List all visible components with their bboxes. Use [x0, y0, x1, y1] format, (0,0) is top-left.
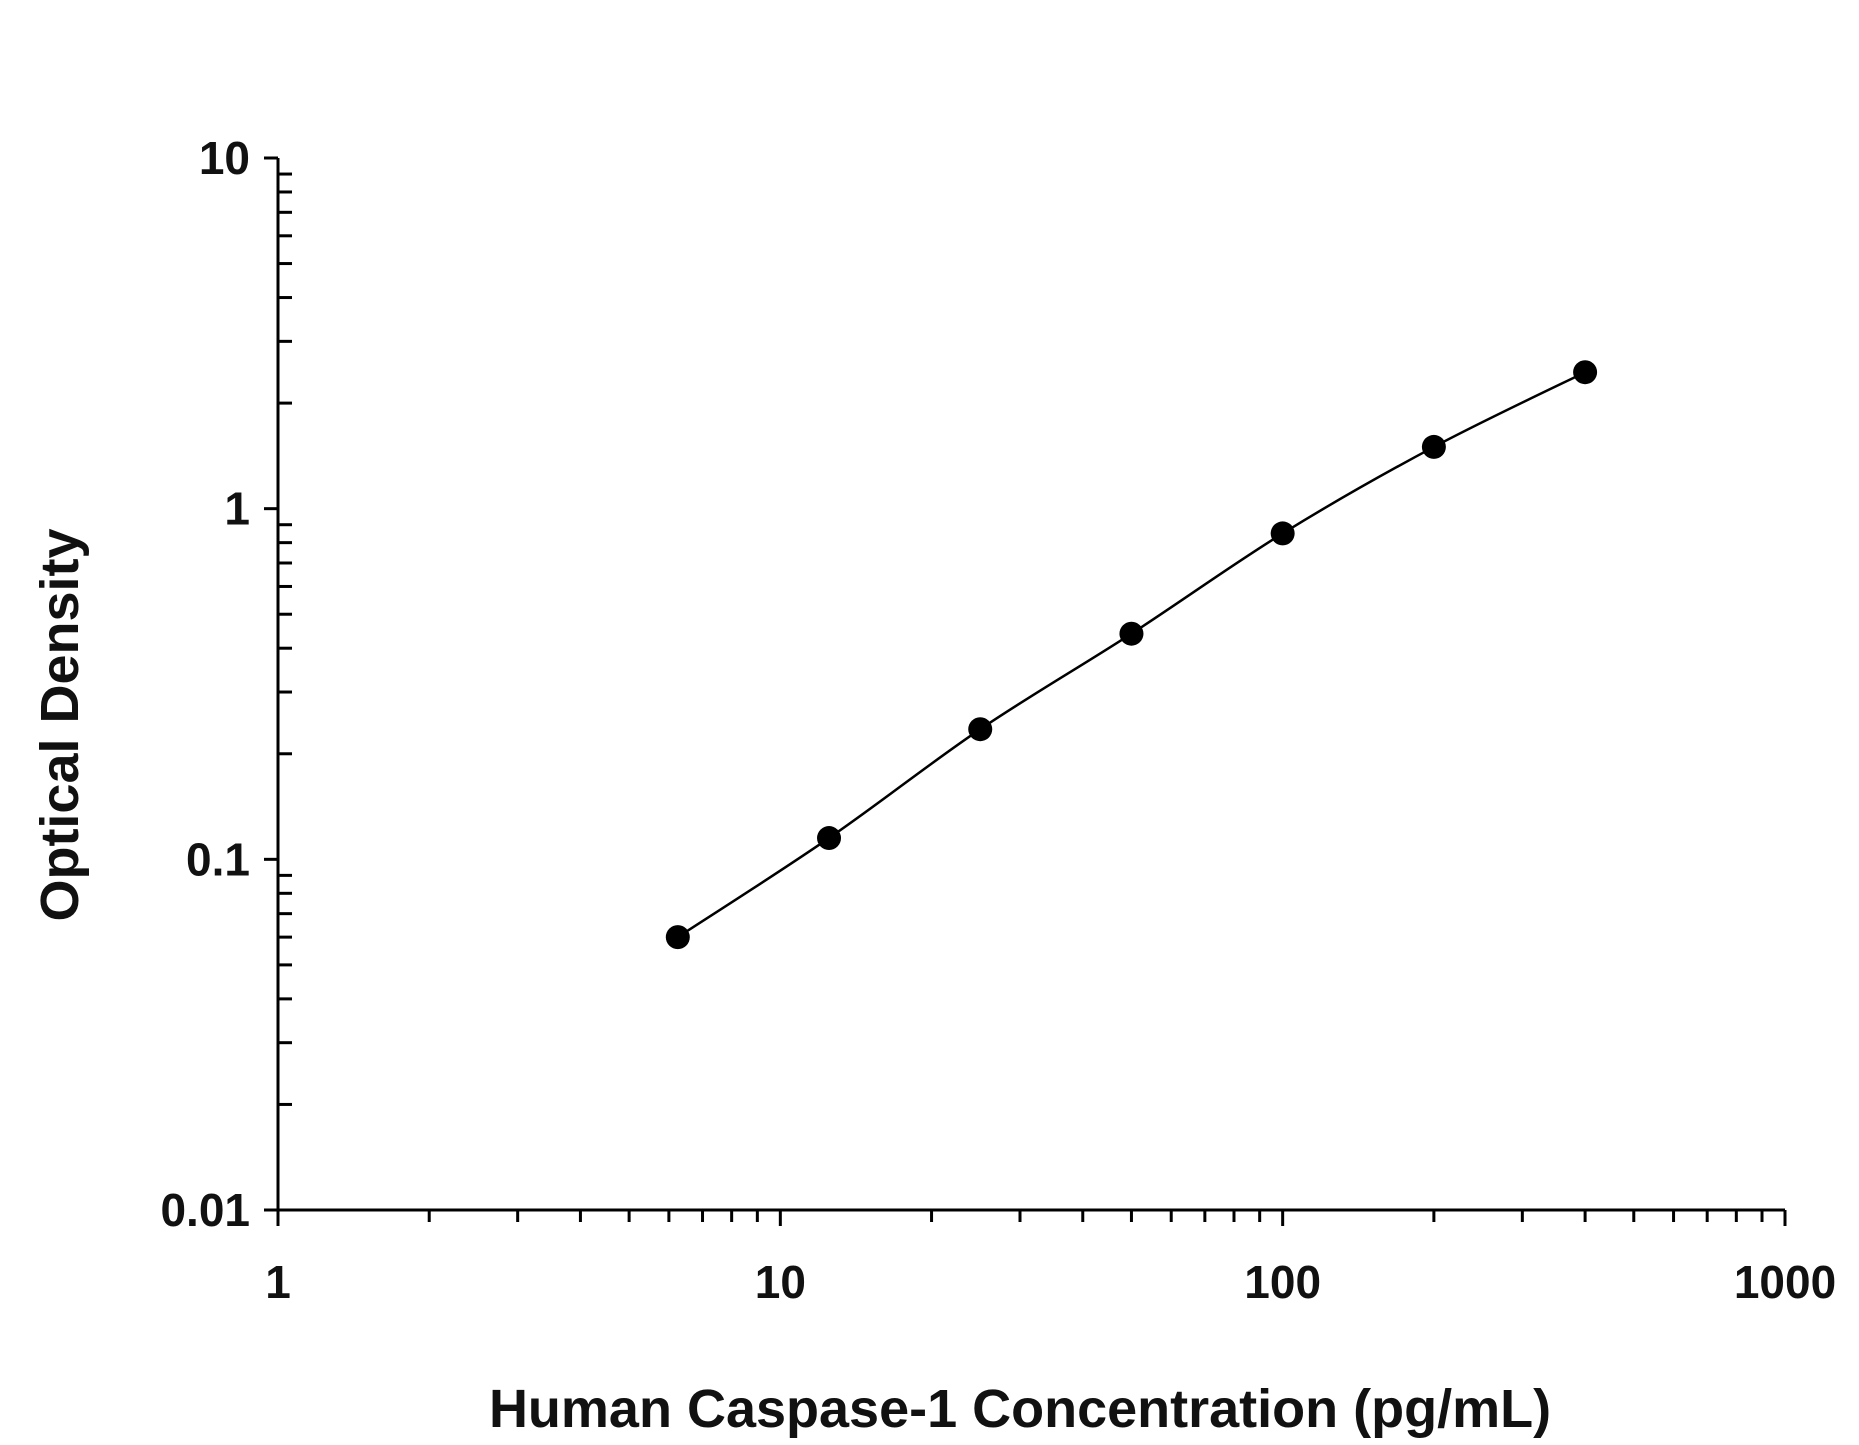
- y-tick-label: 0.1: [186, 833, 250, 885]
- y-ticks: [264, 156, 292, 1212]
- x-tick-label: 10: [755, 1256, 806, 1308]
- y-tick-label: 1: [224, 483, 250, 535]
- fit-curve: [677, 371, 1586, 939]
- y-axis-title: Optical Density: [30, 528, 90, 921]
- data-point: [1119, 621, 1144, 646]
- data-point: [1573, 360, 1598, 385]
- data-point: [968, 717, 993, 742]
- data-point: [1421, 434, 1446, 459]
- x-axis-title: Human Caspase-1 Concentration (pg/mL): [489, 1379, 1551, 1439]
- x-tick-label: 1000: [1734, 1256, 1836, 1308]
- data-point: [817, 826, 842, 851]
- axes: [276, 158, 1785, 1212]
- y-tick-labels: 0.01 0.1 1 10: [160, 132, 250, 1236]
- data-point: [1270, 521, 1295, 546]
- x-tick-label: 100: [1244, 1256, 1321, 1308]
- data-points: [665, 360, 1598, 950]
- x-tick-labels: 1 10 100 1000: [265, 1256, 1836, 1308]
- y-tick-label: 10: [199, 132, 250, 184]
- data-point: [665, 925, 690, 950]
- y-tick-label: 0.01: [160, 1184, 250, 1236]
- x-tick-label: 1: [265, 1256, 291, 1308]
- x-ticks: [276, 1210, 1787, 1226]
